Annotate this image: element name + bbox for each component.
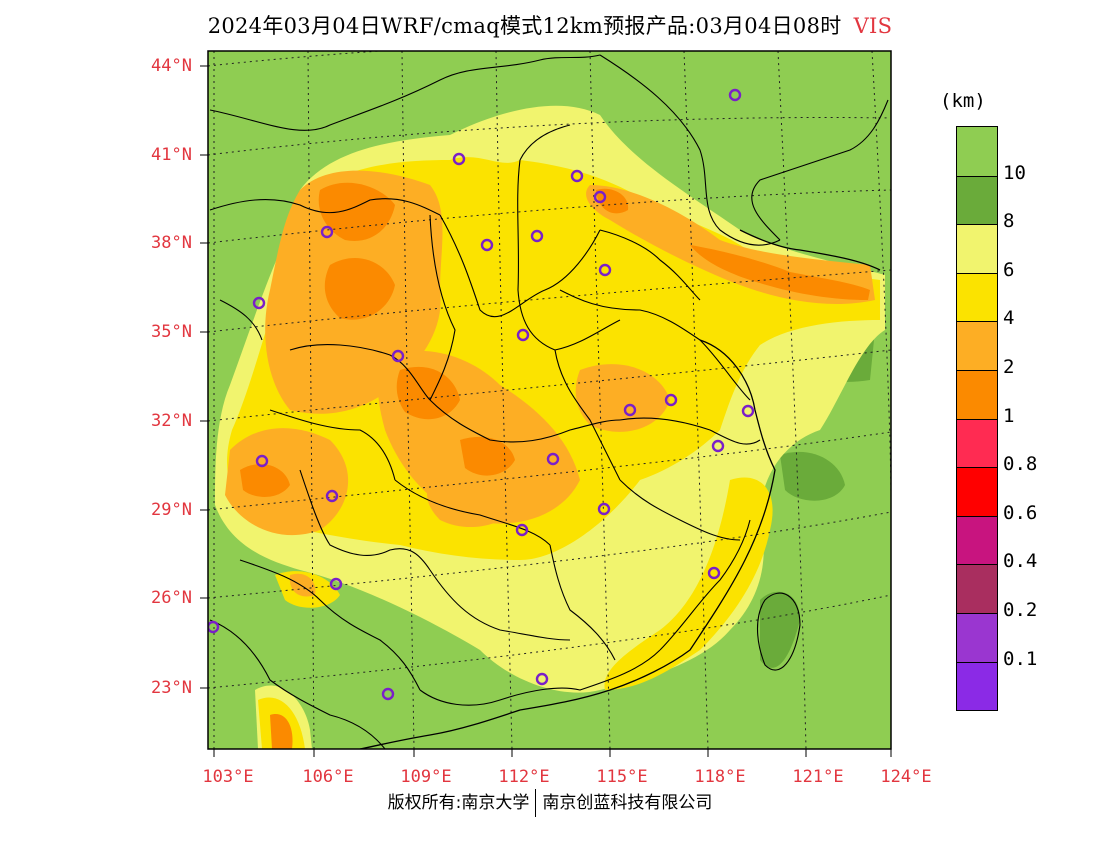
legend-color-band bbox=[957, 175, 997, 225]
station-marker bbox=[546, 452, 560, 466]
vis-8-10-yellowsea bbox=[780, 451, 845, 501]
lat-label: 29°N bbox=[151, 500, 192, 520]
station-marker bbox=[711, 439, 725, 453]
lon-label: 124°E bbox=[880, 767, 932, 787]
station-marker bbox=[381, 687, 395, 701]
station-markers bbox=[208, 88, 755, 701]
vis-1-loess bbox=[324, 257, 395, 320]
legend-color-band bbox=[957, 321, 997, 370]
legend-color-band bbox=[957, 369, 997, 419]
lon-label: 106°E bbox=[302, 767, 354, 787]
map-frame bbox=[208, 51, 891, 749]
lat-label: 32°N bbox=[151, 411, 192, 431]
vis-1-center bbox=[396, 366, 460, 420]
legend-label: 6 bbox=[1003, 258, 1015, 281]
vis-1-east bbox=[690, 245, 870, 300]
station-marker bbox=[252, 296, 266, 310]
coastline bbox=[359, 229, 881, 749]
lon-label: 118°E bbox=[694, 767, 746, 787]
station-marker bbox=[530, 229, 544, 243]
vis-2-jiangxi bbox=[427, 476, 520, 528]
vis-1-sichuan bbox=[240, 464, 290, 497]
variable-label: VIS bbox=[853, 14, 893, 38]
lat-label: 41°N bbox=[151, 145, 192, 165]
station-marker bbox=[208, 620, 220, 634]
legend-color-band bbox=[957, 418, 997, 468]
legend-label: 1 bbox=[1003, 404, 1015, 427]
station-marker bbox=[391, 349, 405, 363]
station-marker bbox=[570, 169, 584, 183]
axis-ticks bbox=[200, 65, 892, 757]
vis-8-10-taiwan bbox=[760, 591, 800, 668]
legend-color-band bbox=[957, 272, 997, 322]
lon-label: 109°E bbox=[400, 767, 452, 787]
legend-label: 0.2 bbox=[1003, 599, 1038, 621]
station-marker bbox=[320, 225, 334, 239]
legend-label: 4 bbox=[1003, 307, 1015, 330]
legend-label: 0.6 bbox=[1003, 501, 1038, 524]
lat-label: 23°N bbox=[151, 678, 192, 698]
legend-label: 10 bbox=[1003, 161, 1026, 184]
legend-label: 0.1 bbox=[1003, 647, 1038, 670]
copyright-right: 南京创蓝科技有限公司 bbox=[542, 793, 713, 813]
legend-unit: (km) bbox=[940, 90, 986, 112]
vis-1-shaanxi bbox=[318, 182, 395, 241]
legend-color-band bbox=[957, 661, 997, 711]
title-text: 2024年03月04日WRF/cmaq模式12km预报产品:03月04日08时 bbox=[207, 14, 842, 38]
legend-color-band bbox=[957, 127, 997, 176]
legend-color-band bbox=[957, 515, 997, 565]
color-legend bbox=[956, 126, 998, 712]
legend-color-band bbox=[957, 612, 997, 662]
lat-label: 44°N bbox=[151, 56, 192, 76]
vis-1-hunan bbox=[460, 436, 515, 476]
station-marker bbox=[255, 454, 269, 468]
station-marker bbox=[516, 328, 530, 342]
admin-borders bbox=[209, 54, 889, 749]
lat-label: 35°N bbox=[151, 322, 192, 342]
legend-label: 8 bbox=[1003, 210, 1015, 233]
lat-label: 38°N bbox=[151, 233, 192, 253]
station-marker bbox=[480, 238, 494, 252]
station-marker bbox=[664, 393, 678, 407]
vis-4-coast bbox=[604, 477, 773, 690]
graticule bbox=[208, 51, 891, 749]
station-marker bbox=[741, 404, 755, 418]
copyright-footer: 版权所有:南京大学 南京创蓝科技有限公司 bbox=[0, 788, 1100, 817]
copyright-left: 版权所有:南京大学 bbox=[387, 793, 530, 813]
lon-label: 103°E bbox=[202, 767, 254, 787]
station-marker bbox=[515, 523, 529, 537]
lon-label: 115°E bbox=[596, 767, 648, 787]
legend-label: 0.8 bbox=[1003, 453, 1038, 476]
vis-2-northeast bbox=[586, 185, 875, 305]
legend-label: 2 bbox=[1003, 356, 1015, 378]
lon-label: 121°E bbox=[792, 767, 844, 787]
legend-color-band bbox=[957, 564, 997, 613]
station-marker bbox=[325, 489, 339, 503]
station-marker bbox=[728, 88, 742, 102]
station-marker bbox=[452, 152, 466, 166]
station-marker bbox=[329, 577, 343, 591]
lon-label: 112°E bbox=[498, 767, 550, 787]
footer-divider bbox=[535, 789, 537, 817]
legend-color-band bbox=[957, 224, 997, 273]
legend-color-band bbox=[957, 467, 997, 516]
station-marker bbox=[623, 403, 637, 417]
legend-label: 0.4 bbox=[1003, 550, 1038, 573]
vis-1-southwest bbox=[270, 714, 293, 749]
map-title: 2024年03月04日WRF/cmaq模式12km预报产品:03月04日08时 V… bbox=[0, 10, 1100, 40]
station-marker bbox=[593, 190, 607, 204]
lat-label: 26°N bbox=[151, 588, 192, 608]
station-marker bbox=[535, 672, 549, 686]
map-border bbox=[207, 50, 892, 750]
station-marker bbox=[598, 263, 612, 277]
station-marker bbox=[597, 502, 611, 516]
station-marker bbox=[707, 566, 721, 580]
